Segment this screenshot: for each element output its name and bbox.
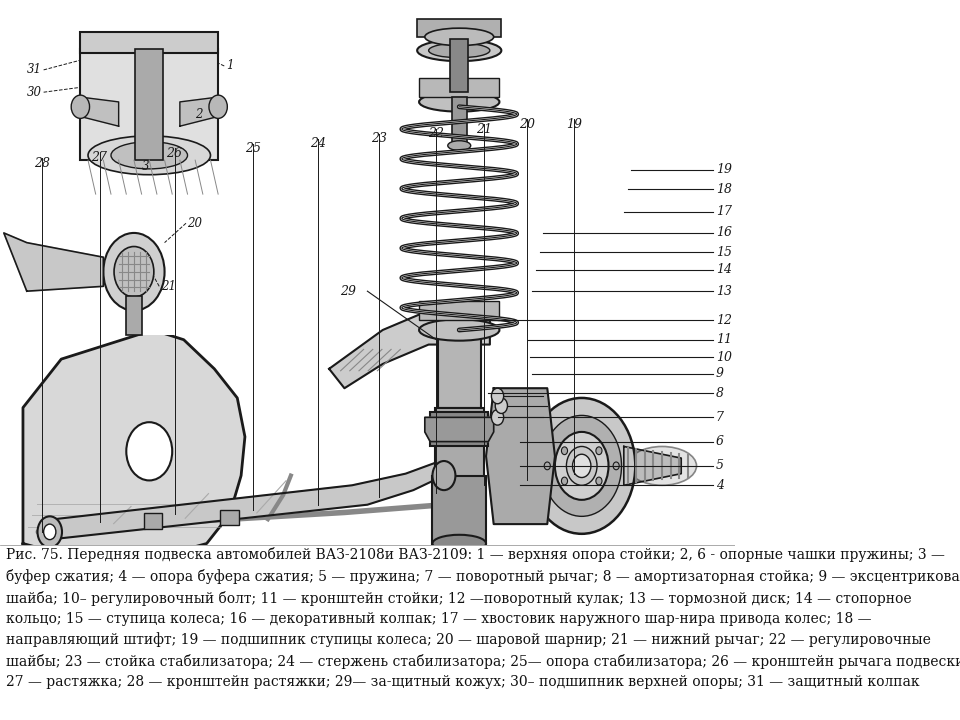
Bar — [418, 19, 501, 37]
Bar — [451, 97, 467, 145]
Text: 27: 27 — [91, 150, 108, 163]
Circle shape — [613, 462, 619, 469]
Polygon shape — [425, 418, 493, 441]
Text: 19: 19 — [566, 118, 582, 131]
Circle shape — [492, 410, 504, 425]
Bar — [438, 320, 481, 408]
Bar — [27, 209, 226, 335]
Ellipse shape — [432, 535, 486, 552]
Ellipse shape — [447, 140, 470, 150]
Text: 5: 5 — [715, 459, 724, 472]
Circle shape — [562, 477, 567, 485]
Circle shape — [566, 446, 597, 485]
Text: 25: 25 — [245, 142, 260, 155]
Circle shape — [544, 462, 550, 469]
Text: 1: 1 — [715, 642, 724, 655]
Circle shape — [555, 432, 609, 500]
Polygon shape — [42, 461, 444, 539]
Circle shape — [127, 422, 172, 480]
Circle shape — [104, 233, 164, 310]
Text: 24: 24 — [310, 137, 325, 150]
Polygon shape — [624, 446, 682, 485]
Text: 4: 4 — [715, 479, 724, 492]
Polygon shape — [81, 97, 119, 126]
Polygon shape — [329, 310, 490, 388]
Ellipse shape — [420, 319, 499, 341]
Text: 3: 3 — [715, 585, 724, 598]
Text: 21: 21 — [160, 280, 176, 293]
Circle shape — [495, 398, 508, 413]
Circle shape — [432, 461, 455, 490]
Ellipse shape — [420, 92, 499, 112]
Bar — [435, 408, 484, 485]
Text: 7: 7 — [715, 411, 724, 424]
Circle shape — [596, 447, 602, 454]
Circle shape — [71, 95, 89, 118]
Text: 2: 2 — [715, 605, 724, 618]
Polygon shape — [486, 388, 555, 524]
Bar — [450, 39, 468, 92]
Text: 8: 8 — [715, 387, 724, 400]
Ellipse shape — [418, 40, 501, 61]
Bar — [430, 413, 489, 446]
Text: 17: 17 — [715, 205, 732, 218]
Text: 1: 1 — [226, 60, 233, 73]
Bar — [127, 296, 142, 335]
Circle shape — [114, 246, 154, 297]
Text: 29: 29 — [340, 284, 356, 297]
Text: 16: 16 — [715, 226, 732, 240]
Text: 12: 12 — [715, 314, 732, 327]
Circle shape — [596, 477, 602, 485]
Bar — [453, 310, 466, 621]
Text: 21: 21 — [476, 122, 492, 135]
Text: 30: 30 — [27, 86, 42, 99]
Text: 28: 28 — [35, 156, 50, 169]
Circle shape — [528, 398, 636, 534]
Text: 20: 20 — [187, 217, 203, 230]
Ellipse shape — [628, 446, 697, 485]
Bar — [0, 546, 734, 699]
Bar — [432, 476, 486, 544]
Text: 20: 20 — [518, 118, 535, 131]
Text: 23: 23 — [371, 132, 387, 145]
Bar — [420, 78, 499, 97]
Text: 13: 13 — [715, 284, 732, 297]
Text: 14: 14 — [715, 264, 732, 276]
Text: 9: 9 — [715, 367, 724, 380]
Circle shape — [37, 516, 62, 547]
Ellipse shape — [111, 142, 187, 169]
Ellipse shape — [88, 136, 210, 175]
Text: 18: 18 — [715, 183, 732, 196]
Text: 3: 3 — [142, 161, 149, 174]
Bar — [221, 510, 239, 525]
Bar — [420, 301, 499, 320]
Text: Рис. 75. Передняя подвеска автомобилей ВАЗ-2108и ВАЗ-2109: 1 — верхняя опора сто: Рис. 75. Передняя подвеска автомобилей В… — [6, 547, 960, 689]
Polygon shape — [4, 233, 104, 291]
Circle shape — [43, 524, 56, 539]
Polygon shape — [180, 97, 218, 126]
Text: 15: 15 — [715, 246, 732, 259]
Circle shape — [562, 447, 567, 454]
Text: 31: 31 — [27, 63, 42, 76]
Circle shape — [209, 95, 228, 118]
Circle shape — [541, 415, 621, 516]
Bar — [81, 48, 218, 160]
Bar — [144, 513, 162, 529]
Ellipse shape — [425, 28, 493, 45]
Ellipse shape — [428, 43, 490, 58]
Bar — [81, 32, 218, 53]
Circle shape — [492, 388, 504, 404]
Text: 10: 10 — [715, 351, 732, 364]
Bar — [42, 34, 256, 179]
Text: 2: 2 — [195, 108, 203, 121]
Text: 19: 19 — [715, 163, 732, 176]
Circle shape — [572, 454, 591, 477]
Polygon shape — [23, 330, 245, 558]
Text: 26: 26 — [166, 147, 182, 160]
Text: 11: 11 — [715, 333, 732, 346]
Bar — [135, 48, 163, 160]
Text: 22: 22 — [428, 127, 444, 140]
Text: 6: 6 — [715, 435, 724, 448]
